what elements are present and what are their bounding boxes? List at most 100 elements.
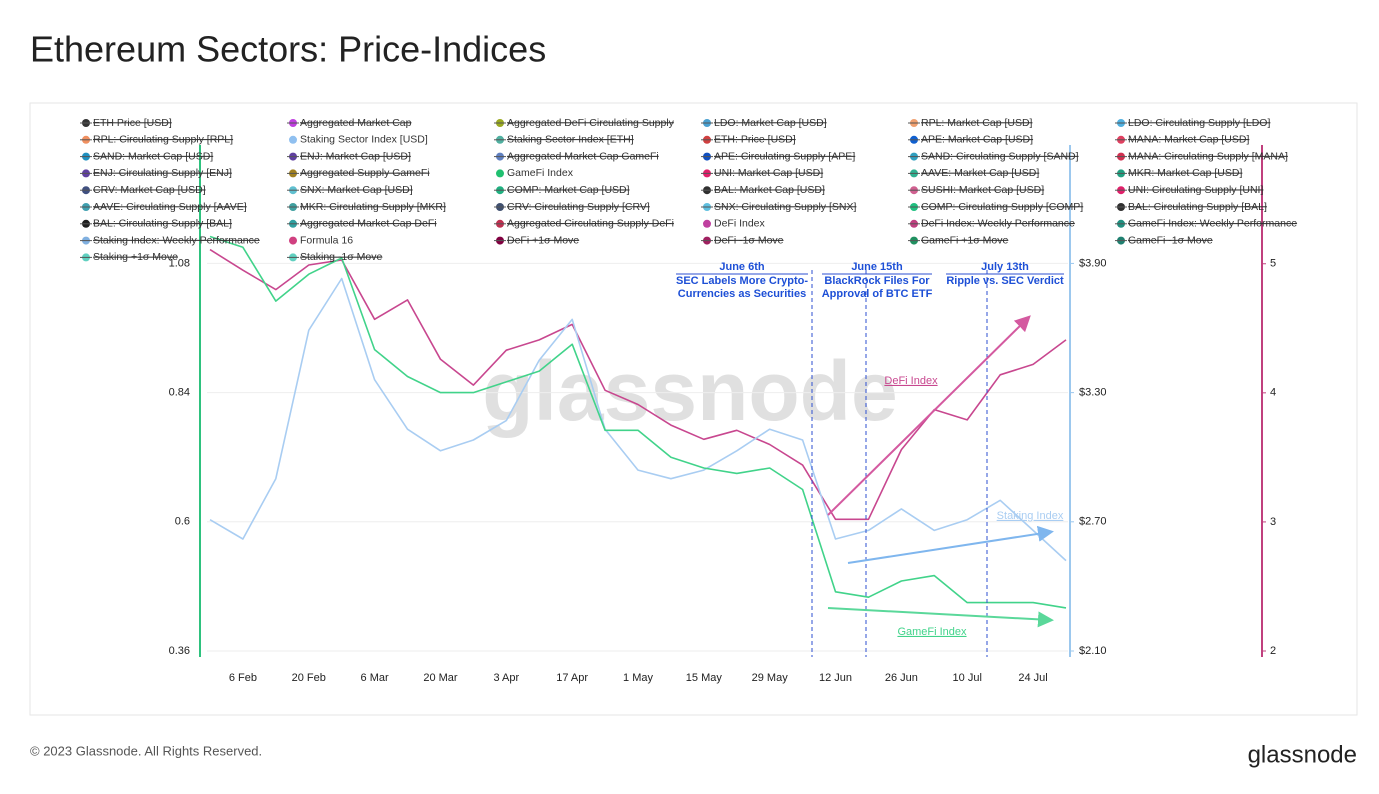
legend-entry[interactable]: SUSHI: Market Cap [USD] [921, 184, 1044, 196]
annotation-text: July 13th [981, 261, 1029, 273]
x-tick-label: 12 Jun [819, 672, 852, 684]
annotation-text: Currencies as Securities [678, 288, 806, 300]
legend-entry[interactable]: SNX: Circulating Supply [SNX] [714, 201, 856, 213]
annotation-text: June 6th [719, 261, 765, 273]
x-tick-label: 24 Jul [1018, 672, 1047, 684]
legend-entry[interactable]: MANA: Market Cap [USD] [1128, 134, 1249, 146]
y2-tick-label: $2.70 [1079, 516, 1107, 528]
y-tick-label: 0.6 [175, 516, 190, 528]
legend-entry[interactable]: APE: Market Cap [USD] [921, 134, 1033, 146]
legend-entry[interactable]: ETH: Price [USD] [714, 134, 796, 146]
legend-entry[interactable]: Aggregated Supply GameFi [300, 167, 430, 179]
x-tick-label: 10 Jul [953, 672, 982, 684]
legend-entry[interactable]: COMP: Circulating Supply [COMP] [921, 201, 1083, 213]
chart-card [29, 102, 1358, 716]
x-tick-label: 20 Mar [423, 672, 458, 684]
legend-entry[interactable]: LDO: Circulating Supply [LDO] [1128, 117, 1270, 129]
legend-entry[interactable]: CRV: Market Cap [USD] [93, 184, 206, 196]
x-tick-label: 6 Feb [229, 672, 257, 684]
legend-entry[interactable]: SAND: Circulating Supply [SAND] [921, 150, 1079, 162]
legend-entry[interactable]: RPL: Market Cap [USD] [921, 117, 1033, 129]
x-tick-label: 1 May [623, 672, 653, 684]
watermark: glassnode [482, 344, 897, 438]
legend-entry[interactable]: Staking -1σ Move [300, 251, 383, 263]
legend-entry[interactable]: ENJ: Circulating Supply [ENJ] [93, 167, 232, 179]
legend-entry[interactable]: GameFi -1σ Move [1128, 234, 1213, 246]
legend-entry[interactable]: APE: Circulating Supply [APE] [714, 150, 855, 162]
legend-entry[interactable]: SAND: Market Cap [USD] [93, 150, 213, 162]
logo: glassnode [1248, 741, 1357, 768]
legend-entry[interactable]: MKR: Circulating Supply [MKR] [300, 201, 446, 213]
y3-tick-label: 3 [1270, 516, 1276, 528]
series-line [209, 248, 1067, 521]
legend-entry[interactable]: Aggregated Market Cap DeFi [300, 218, 437, 230]
series-label: Staking Index [997, 510, 1064, 522]
y-tick-label: 0.84 [169, 387, 190, 399]
legend-entry[interactable]: ENJ: Market Cap [USD] [300, 150, 411, 162]
legend-entry[interactable]: BAL: Circulating Supply [BAL] [1128, 201, 1267, 213]
legend-entry[interactable]: DeFi -1σ Move [714, 234, 784, 246]
annotation-text: BlackRock Files For [824, 275, 930, 287]
legend-entry[interactable]: AAVE: Circulating Supply [AAVE] [93, 201, 247, 213]
x-tick-label: 6 Mar [361, 672, 389, 684]
legend-entry[interactable]: GameFi +1σ Move [921, 234, 1008, 246]
x-tick-label: 29 May [752, 672, 789, 684]
legend-entry[interactable]: GameFi Index [507, 167, 574, 179]
x-tick-label: 17 Apr [556, 672, 588, 684]
legend-entry[interactable]: ETH Price [USD] [93, 117, 172, 129]
y3-tick-label: 2 [1270, 645, 1276, 657]
y-tick-label: 0.36 [169, 645, 190, 657]
footer: © 2023 Glassnode. All Rights Reserved. [30, 743, 262, 758]
legend-entry[interactable]: BAL: Market Cap [USD] [714, 184, 825, 196]
legend-entry[interactable]: Aggregated Circulating Supply DeFi [507, 218, 674, 230]
legend-entry[interactable]: Aggregated Market Cap GameFi [507, 150, 659, 162]
legend-entry[interactable]: DeFi Index: Weekly Performance [921, 218, 1075, 230]
y2-tick-label: $3.90 [1079, 257, 1107, 269]
legend-swatch [289, 135, 297, 144]
legend-entry[interactable]: Staking Index: Weekly Performance [93, 234, 260, 246]
legend-entry[interactable]: LDO: Market Cap [USD] [714, 117, 827, 129]
annotation-text: SEC Labels More Crypto- [676, 275, 808, 287]
y3-tick-label: 4 [1270, 387, 1276, 399]
legend-entry[interactable]: Formula 16 [300, 234, 353, 246]
legend-entry[interactable]: Aggregated Market Cap [300, 117, 412, 129]
legend-entry[interactable]: SNX: Market Cap [USD] [300, 184, 413, 196]
legend-entry[interactable]: MANA: Circulating Supply [MANA] [1128, 150, 1288, 162]
legend-entry[interactable]: UNI: Market Cap [USD] [714, 167, 823, 179]
legend-entry[interactable]: COMP: Market Cap [USD] [507, 184, 630, 196]
series-label: DeFi Index [884, 375, 938, 387]
annotation-text: Ripple vs. SEC Verdict [946, 275, 1064, 287]
legend-entry[interactable]: MKR: Market Cap [USD] [1128, 167, 1242, 179]
y2-tick-label: $3.30 [1079, 387, 1107, 399]
legend-entry[interactable]: Staking Sector Index [USD] [300, 134, 428, 146]
legend-entry[interactable]: BAL: Circulating Supply [BAL] [93, 218, 232, 230]
legend-swatch [289, 236, 297, 245]
series-line [209, 277, 1067, 562]
legend-swatch [703, 219, 711, 228]
trend-arrow [847, 525, 1054, 564]
annotation-text: June 15th [851, 261, 903, 273]
series-line [209, 235, 1067, 609]
legend-entry[interactable]: Staking +1σ Move [93, 251, 178, 263]
legend-entry[interactable]: CRV: Circulating Supply [CRV] [507, 201, 650, 213]
legend-swatch [496, 169, 504, 178]
x-tick-label: 26 Jun [885, 672, 918, 684]
legend-entry[interactable]: DeFi +1σ Move [507, 234, 579, 246]
plot [207, 235, 1068, 652]
chart-title: Ethereum Sectors: Price-Indices [30, 29, 546, 70]
legend-entry[interactable]: Staking Sector Index [ETH] [507, 134, 634, 146]
legend-entry[interactable]: Aggregated DeFi Circulating Supply [507, 117, 675, 129]
x-tick-label: 3 Apr [493, 672, 519, 684]
legend-entry[interactable]: DeFi Index [714, 218, 766, 230]
trend-arrow [827, 315, 1031, 516]
legend-entry[interactable]: GameFi Index: Weekly Performance [1128, 218, 1297, 230]
y2-tick-label: $2.10 [1079, 645, 1107, 657]
legend-entry[interactable]: RPL: Circulating Supply [RPL] [93, 134, 233, 146]
y-tick-label: 1.08 [169, 257, 190, 269]
x-tick-label: 15 May [686, 672, 723, 684]
series-label: GameFi Index [897, 626, 967, 638]
legend-entry[interactable]: AAVE: Market Cap [USD] [921, 167, 1039, 179]
annotation-text: Approval of BTC ETF [822, 288, 933, 300]
legend-entry[interactable]: UNI: Circulating Supply [UNI] [1128, 184, 1263, 196]
